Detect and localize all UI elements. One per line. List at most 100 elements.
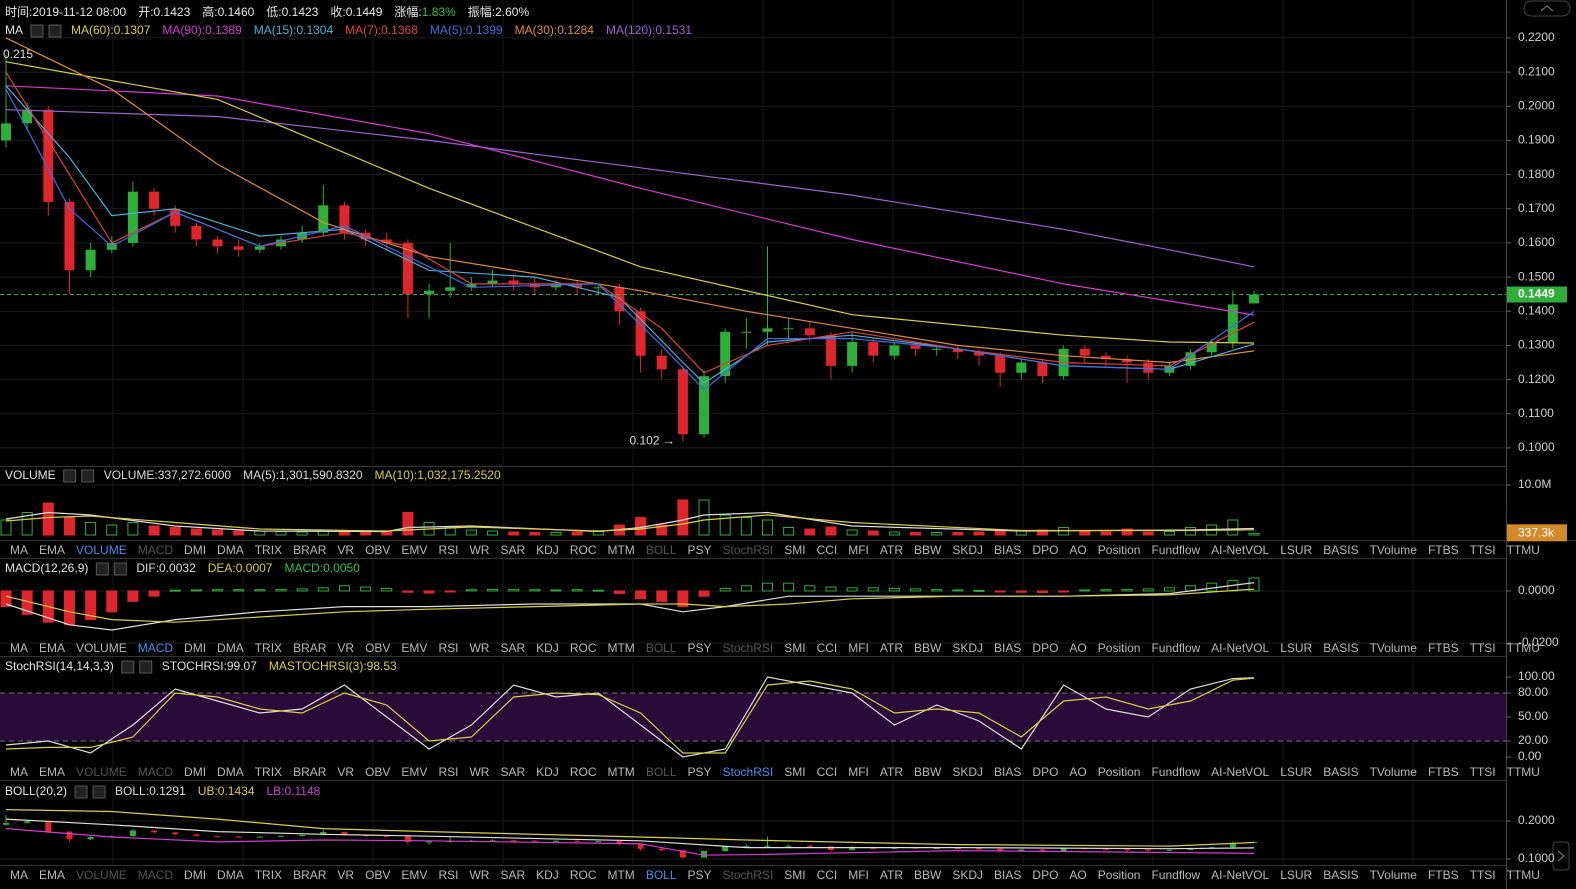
indicator-tab[interactable]: AO: [1069, 640, 1087, 655]
indicator-tab[interactable]: EMA: [39, 542, 66, 557]
indicator-tab[interactable]: TTSI: [1469, 542, 1496, 557]
indicator-tab[interactable]: SMI: [784, 867, 806, 882]
indicator-tab[interactable]: SAR: [500, 640, 526, 655]
indicator-tab[interactable]: StochRSI: [722, 764, 774, 779]
indicator-tab[interactable]: VOLUME: [76, 867, 127, 882]
indicator-tab[interactable]: VOLUME: [76, 640, 127, 655]
indicator-tab[interactable]: DMA: [217, 640, 244, 655]
indicator-tab[interactable]: WR: [469, 764, 490, 779]
indicator-tab[interactable]: TTSI: [1469, 640, 1496, 655]
indicator-tab[interactable]: BRAR: [293, 764, 327, 779]
indicator-tab[interactable]: TTSI: [1469, 764, 1496, 779]
indicator-tab[interactable]: LSUR: [1280, 640, 1313, 655]
pane-icon-button[interactable]: [30, 24, 44, 38]
indicator-tab[interactable]: BOLL: [645, 764, 677, 779]
indicator-tab[interactable]: PSY: [687, 640, 712, 655]
indicator-tab[interactable]: BOLL: [645, 867, 677, 882]
indicator-tab[interactable]: BIAS: [994, 867, 1022, 882]
indicator-tab[interactable]: DPO: [1032, 640, 1059, 655]
indicator-tab[interactable]: TVolume: [1369, 542, 1417, 557]
indicator-tab[interactable]: DPO: [1032, 867, 1059, 882]
pane-icon-button[interactable]: [95, 562, 109, 576]
indicator-tab[interactable]: TVolume: [1369, 640, 1417, 655]
indicator-tab[interactable]: Position: [1097, 764, 1141, 779]
indicator-tab[interactable]: EMA: [39, 764, 66, 779]
indicator-tab[interactable]: WR: [469, 542, 490, 557]
indicator-tab[interactable]: Position: [1097, 867, 1141, 882]
indicator-tab[interactable]: DMA: [217, 764, 244, 779]
indicator-tab[interactable]: Fundflow: [1151, 640, 1201, 655]
indicator-tab[interactable]: EMV: [401, 640, 428, 655]
indicator-tab[interactable]: EMA: [39, 640, 66, 655]
pane-icon-button[interactable]: [74, 785, 88, 799]
indicator-tab[interactable]: MFI: [848, 542, 869, 557]
indicator-tab[interactable]: DMI: [184, 867, 207, 882]
indicator-tab[interactable]: VR: [337, 867, 355, 882]
indicator-tab[interactable]: BASIS: [1323, 542, 1359, 557]
indicator-tab[interactable]: Fundflow: [1151, 542, 1201, 557]
indicator-tab[interactable]: OBV: [365, 867, 391, 882]
indicator-tab[interactable]: BOLL: [645, 542, 677, 557]
indicator-tab[interactable]: DPO: [1032, 542, 1059, 557]
indicator-tab[interactable]: DMI: [184, 640, 207, 655]
indicator-tab[interactable]: CCI: [816, 867, 838, 882]
indicator-tab[interactable]: BRAR: [293, 867, 327, 882]
indicator-tab[interactable]: BRAR: [293, 640, 327, 655]
indicator-tab[interactable]: MACD: [137, 764, 174, 779]
indicator-tab[interactable]: LSUR: [1280, 542, 1313, 557]
indicator-tab[interactable]: BIAS: [994, 542, 1022, 557]
indicator-tab[interactable]: MA: [10, 640, 28, 655]
indicator-tab[interactable]: BASIS: [1323, 867, 1359, 882]
indicator-tab[interactable]: PSY: [687, 867, 712, 882]
indicator-tab[interactable]: Fundflow: [1151, 764, 1201, 779]
indicator-tab[interactable]: StochRSI: [722, 867, 774, 882]
indicator-tab[interactable]: ATR: [879, 764, 904, 779]
indicator-tab[interactable]: ATR: [879, 867, 904, 882]
indicator-tab[interactable]: Position: [1097, 542, 1141, 557]
indicator-tab[interactable]: SMI: [784, 764, 806, 779]
collapse-button[interactable]: [1523, 0, 1571, 17]
indicator-tab[interactable]: MA: [10, 867, 28, 882]
indicator-tab[interactable]: MTM: [607, 867, 635, 882]
indicator-tab[interactable]: MACD: [137, 867, 174, 882]
indicator-tab[interactable]: TTMU: [1506, 764, 1540, 779]
indicator-tab[interactable]: BBW: [914, 764, 942, 779]
indicator-tab[interactable]: SMI: [784, 640, 806, 655]
indicator-tab[interactable]: FTBS: [1427, 867, 1459, 882]
indicator-tab[interactable]: TRIX: [254, 867, 283, 882]
indicator-tab[interactable]: KDJ: [536, 542, 559, 557]
indicator-tab[interactable]: MACD: [137, 542, 174, 557]
indicator-tab[interactable]: AO: [1069, 764, 1087, 779]
indicator-tab[interactable]: RSI: [438, 542, 459, 557]
indicator-tab[interactable]: FTBS: [1427, 542, 1459, 557]
indicator-tab[interactable]: SAR: [500, 867, 526, 882]
indicator-tab[interactable]: AI-NetVOL: [1211, 542, 1270, 557]
indicator-tab[interactable]: CCI: [816, 764, 838, 779]
indicator-tab[interactable]: ATR: [879, 640, 904, 655]
indicator-tab[interactable]: EMV: [401, 867, 428, 882]
indicator-tab[interactable]: RSI: [438, 867, 459, 882]
indicator-tab[interactable]: OBV: [365, 542, 391, 557]
indicator-tab[interactable]: SKDJ: [952, 764, 984, 779]
indicator-tab[interactable]: TRIX: [254, 764, 283, 779]
indicator-tab[interactable]: BBW: [914, 542, 942, 557]
indicator-tab[interactable]: LSUR: [1280, 764, 1313, 779]
indicator-tab[interactable]: BASIS: [1323, 640, 1359, 655]
indicator-tab[interactable]: AI-NetVOL: [1211, 764, 1270, 779]
indicator-tab[interactable]: MTM: [607, 764, 635, 779]
indicator-tab[interactable]: ROC: [569, 764, 597, 779]
indicator-tab[interactable]: MA: [10, 764, 28, 779]
indicator-tab[interactable]: TVolume: [1369, 764, 1417, 779]
indicator-tab[interactable]: RSI: [438, 640, 459, 655]
indicator-tab[interactable]: TTSI: [1469, 867, 1496, 882]
indicator-tab[interactable]: MTM: [607, 640, 635, 655]
pane-icon-button[interactable]: [113, 562, 127, 576]
indicator-tab[interactable]: BIAS: [994, 640, 1022, 655]
indicator-tab[interactable]: TRIX: [254, 542, 283, 557]
indicator-tab[interactable]: MA: [10, 542, 28, 557]
indicator-tab[interactable]: AI-NetVOL: [1211, 867, 1270, 882]
indicator-tab[interactable]: MACD: [137, 640, 174, 655]
indicator-tab[interactable]: LSUR: [1280, 867, 1313, 882]
indicator-tab[interactable]: FTBS: [1427, 640, 1459, 655]
pane-icon-button[interactable]: [63, 469, 77, 483]
